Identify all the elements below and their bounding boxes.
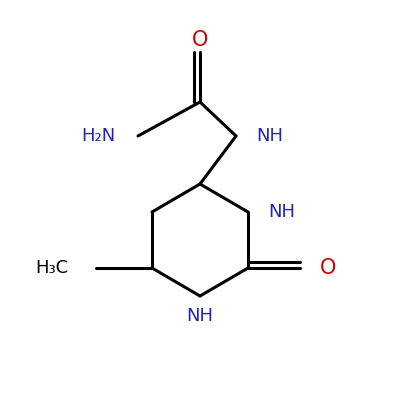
Text: NH: NH [268,203,295,221]
Text: H₃C: H₃C [35,259,68,277]
Text: O: O [320,258,336,278]
Text: NH: NH [256,127,283,145]
Text: O: O [192,30,208,50]
Text: NH: NH [186,307,214,325]
Text: H₂N: H₂N [82,127,116,145]
